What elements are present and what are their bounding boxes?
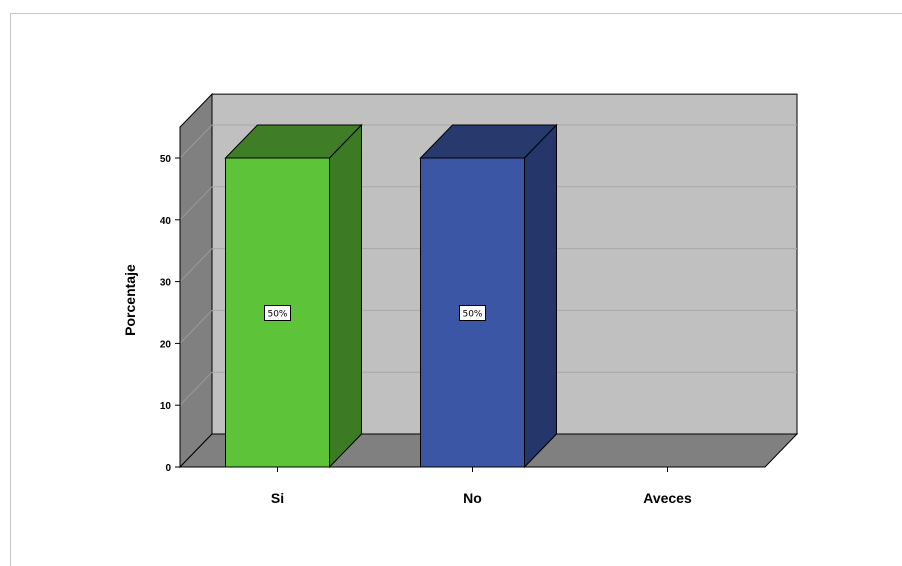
x-tick-label: Aveces [643,490,692,506]
y-tick-label: 10 [160,401,172,412]
y-tick-label: 40 [160,216,172,227]
axes [175,127,765,472]
bar-no: 50% [419,123,558,469]
gridline-side [179,310,213,344]
labels: 0 10 20 30 40 50 Si No Aveces [160,154,692,506]
y-tick-label: 30 [160,278,172,289]
data-label-box [264,305,291,321]
bar-si: 50% [224,123,363,469]
y-tick-label: 0 [165,463,171,474]
y-axis-title: Porcentaje [122,264,138,336]
gridline-side [179,124,213,159]
chart-frame [10,13,902,566]
y-tick-label: 50 [160,154,172,165]
bar-side [524,123,557,469]
bar-side [329,123,362,469]
gridline-side [179,186,213,221]
data-label: 50% [462,310,482,320]
data-label: 50% [267,310,287,320]
gridline-side [179,248,213,282]
y-tick-label: 20 [160,339,172,350]
side-wall [179,92,213,469]
x-tick-label: No [463,490,482,506]
data-label-box [459,305,486,321]
gridline-side [179,371,213,406]
bars: 50% 50% [224,123,558,469]
x-tick-label: Si [271,490,284,506]
